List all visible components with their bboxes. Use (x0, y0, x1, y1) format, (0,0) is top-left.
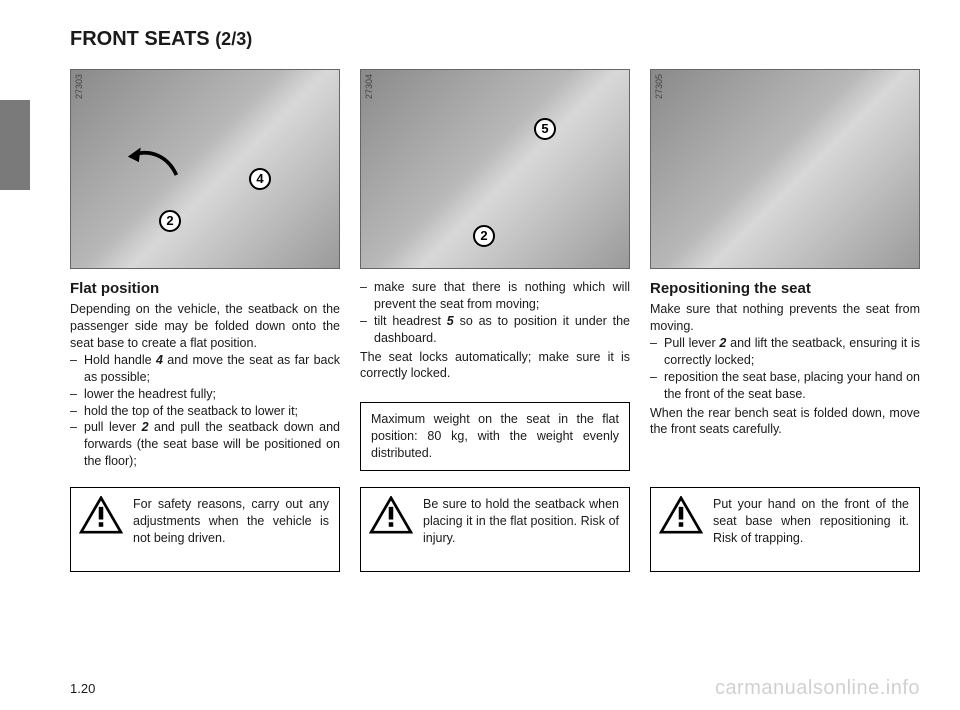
callout-ref: 4 (156, 353, 163, 367)
warning-box-right: Put your hand on the front of the seat b… (650, 487, 920, 572)
warning-text: Be sure to hold the seatback when placin… (423, 496, 619, 547)
subhead-repositioning: Repositioning the seat (650, 279, 920, 299)
figure-right: 27305 (650, 69, 920, 269)
columns: 27303 4 2 Flat position Depending on the … (70, 69, 920, 471)
list-item: Pull lever 2 and lift the seatback, ensu… (650, 335, 920, 369)
title-main: FRONT SEATS (70, 28, 215, 50)
column-right: 27305 Repositioning the seat Make sure t… (650, 69, 920, 471)
list-left: Hold handle 4 and move the seat as far b… (70, 352, 340, 470)
figure-middle: 27304 5 2 (360, 69, 630, 269)
arrow-icon (126, 144, 181, 184)
body-left: Flat position Depending on the vehicle, … (70, 279, 340, 470)
intro-left: Depending on the vehicle, the seatback o… (70, 301, 340, 352)
list-item: Hold handle 4 and move the seat as far b… (70, 352, 340, 386)
callout-number: 2 (473, 225, 495, 247)
list-middle: make sure that there is nothing which wi… (360, 279, 630, 347)
info-box-weight: Maximum weight on the seat in the flat p… (360, 402, 630, 471)
body-right: Repositioning the seat Make sure that no… (650, 279, 920, 438)
title-sub: (2/3) (215, 29, 252, 49)
column-middle: 27304 5 2 make sure that there is nothing… (360, 69, 630, 471)
photo-id: 27303 (74, 74, 84, 99)
list-item: hold the top of the seatback to lower it… (70, 403, 340, 420)
after-middle: The seat locks automatically; make sure … (360, 349, 630, 383)
callout-number: 2 (159, 210, 181, 232)
list-item: make sure that there is nothing which wi… (360, 279, 630, 313)
list-item: reposition the seat base, placing your h… (650, 369, 920, 403)
list-item: pull lever 2 and pull the seatback down … (70, 419, 340, 470)
warning-text: For safety reasons, carry out any adjust… (133, 496, 329, 547)
callout-number: 4 (249, 168, 271, 190)
page-title: FRONT SEATS (2/3) (70, 28, 920, 51)
warning-text: Put your hand on the front of the seat b… (713, 496, 909, 547)
callout-ref: 2 (142, 420, 149, 434)
list-item: tilt headrest 5 so as to position it und… (360, 313, 630, 347)
page-number: 1.20 (70, 681, 95, 696)
watermark: carmanualsonline.info (715, 677, 920, 700)
photo-id: 27305 (654, 74, 664, 99)
subhead-flat-position: Flat position (70, 279, 340, 299)
photo-id: 27304 (364, 74, 374, 99)
warning-box-left: For safety reasons, carry out any adjust… (70, 487, 340, 572)
column-left: 27303 4 2 Flat position Depending on the … (70, 69, 340, 471)
section-tab (0, 100, 30, 190)
callout-ref: 2 (719, 336, 726, 350)
after-right: When the rear bench seat is folded down,… (650, 405, 920, 439)
warning-icon (659, 496, 703, 534)
callout-number: 5 (534, 118, 556, 140)
warning-icon (79, 496, 123, 534)
body-middle: make sure that there is nothing which wi… (360, 279, 630, 382)
warning-icon (369, 496, 413, 534)
figure-left: 27303 4 2 (70, 69, 340, 269)
manual-page: FRONT SEATS (2/3) 27303 4 2 Flat position… (0, 0, 960, 710)
warning-row: For safety reasons, carry out any adjust… (70, 487, 920, 572)
intro-right: Make sure that nothing prevents the seat… (650, 301, 920, 335)
list-right: Pull lever 2 and lift the seatback, ensu… (650, 335, 920, 403)
callout-ref: 5 (447, 314, 454, 328)
warning-box-middle: Be sure to hold the seatback when placin… (360, 487, 630, 572)
list-item: lower the headrest fully; (70, 386, 340, 403)
